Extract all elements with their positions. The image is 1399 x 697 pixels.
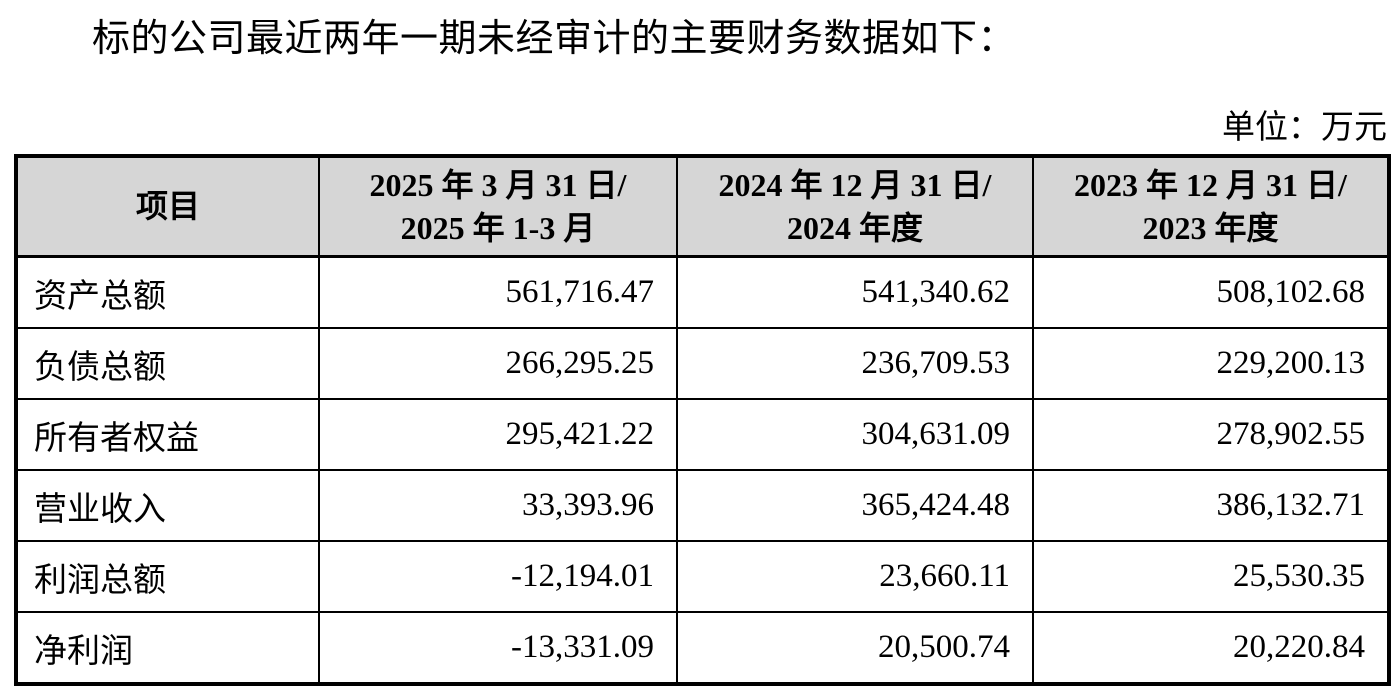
header-period-2023-line1: 2023 年 12 月 31 日/ bbox=[1074, 166, 1347, 203]
table-row: 利润总额 -12,194.01 23,660.11 25,530.35 bbox=[15, 540, 1390, 613]
value-cell: 266,295.25 bbox=[318, 327, 678, 400]
value-cell: 508,102.68 bbox=[1032, 255, 1390, 329]
value-cell: 278,902.55 bbox=[1032, 398, 1390, 471]
value-cell: 304,631.09 bbox=[676, 398, 1034, 471]
table-row: 营业收入 33,393.96 365,424.48 386,132.71 bbox=[15, 469, 1390, 542]
value-cell: 295,421.22 bbox=[318, 398, 678, 471]
row-label-total-liabilities: 负债总额 bbox=[15, 327, 320, 400]
header-cell-period-2025: 2025 年 3 月 31 日/ 2025 年 1-3 月 bbox=[318, 155, 678, 258]
value-cell: 386,132.71 bbox=[1032, 469, 1390, 542]
header-period-2024-line1: 2024 年 12 月 31 日/ bbox=[718, 166, 992, 203]
value-cell: -13,331.09 bbox=[318, 611, 678, 685]
value-cell: 20,500.74 bbox=[676, 611, 1034, 685]
value-cell: 20,220.84 bbox=[1032, 611, 1390, 685]
value-cell: 541,340.62 bbox=[676, 255, 1034, 329]
intro-paragraph: 标的公司最近两年一期未经审计的主要财务数据如下： bbox=[92, 18, 1017, 60]
unit-label: 单位：万元 bbox=[1222, 110, 1387, 146]
value-cell: 365,424.48 bbox=[676, 469, 1034, 542]
header-period-2025-line2: 2025 年 1-3 月 bbox=[400, 209, 596, 246]
value-cell: 23,660.11 bbox=[676, 540, 1034, 613]
row-label-net-profit: 净利润 bbox=[15, 611, 320, 685]
header-period-2023-line2: 2023 年度 bbox=[1142, 209, 1279, 246]
header-period-2025-line1: 2025 年 3 月 31 日/ bbox=[369, 166, 627, 203]
header-cell-period-2024: 2024 年 12 月 31 日/ 2024 年度 bbox=[676, 155, 1034, 258]
header-item-label: 项目 bbox=[135, 188, 200, 224]
value-cell: -12,194.01 bbox=[318, 540, 678, 613]
table-row: 资产总额 561,716.47 541,340.62 508,102.68 bbox=[15, 255, 1390, 329]
financial-data-table: 项目 2025 年 3 月 31 日/ 2025 年 1-3 月 2024 年 … bbox=[14, 154, 1391, 686]
table-row: 净利润 -13,331.09 20,500.74 20,220.84 bbox=[15, 611, 1390, 685]
header-cell-item: 项目 bbox=[15, 155, 320, 258]
row-label-total-profit: 利润总额 bbox=[15, 540, 320, 613]
table-row: 负债总额 266,295.25 236,709.53 229,200.13 bbox=[15, 327, 1390, 400]
row-label-total-assets: 资产总额 bbox=[15, 255, 320, 329]
row-label-operating-revenue: 营业收入 bbox=[15, 469, 320, 542]
value-cell: 229,200.13 bbox=[1032, 327, 1390, 400]
table-header-row: 项目 2025 年 3 月 31 日/ 2025 年 1-3 月 2024 年 … bbox=[15, 155, 1390, 258]
header-period-2024-line2: 2024 年度 bbox=[786, 209, 923, 246]
value-cell: 561,716.47 bbox=[318, 255, 678, 329]
row-label-owners-equity: 所有者权益 bbox=[15, 398, 320, 471]
document-page: 标的公司最近两年一期未经审计的主要财务数据如下： 单位：万元 项目 2025 年… bbox=[0, 16, 1399, 686]
table-row: 所有者权益 295,421.22 304,631.09 278,902.55 bbox=[15, 398, 1390, 471]
header-cell-period-2023: 2023 年 12 月 31 日/ 2023 年度 bbox=[1032, 155, 1390, 258]
value-cell: 236,709.53 bbox=[676, 327, 1034, 400]
value-cell: 25,530.35 bbox=[1032, 540, 1390, 613]
value-cell: 33,393.96 bbox=[318, 469, 678, 542]
